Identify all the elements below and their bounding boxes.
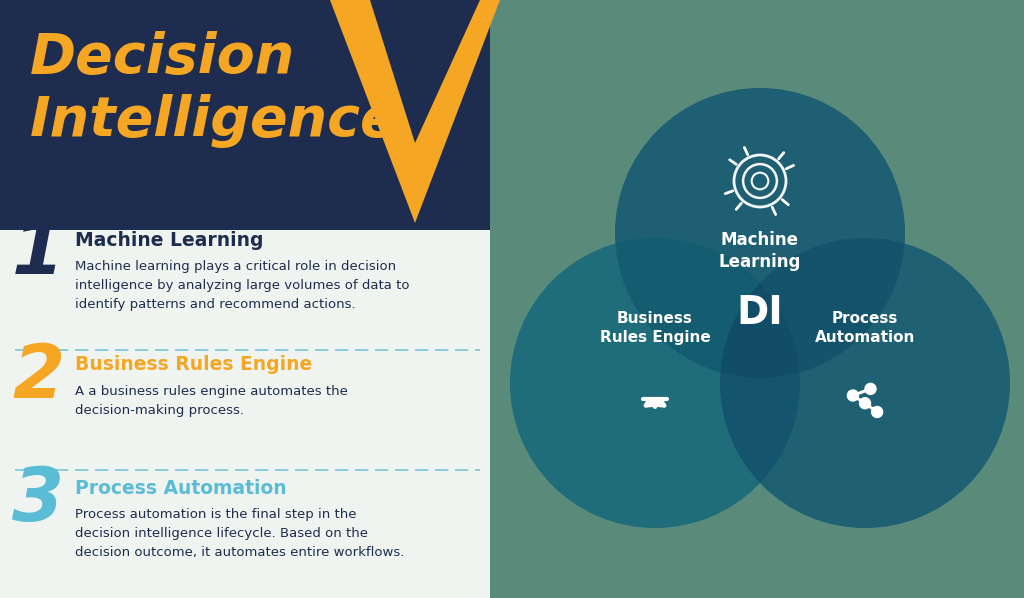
Circle shape — [871, 407, 883, 417]
Text: Business Rules Engine: Business Rules Engine — [75, 355, 312, 374]
Circle shape — [859, 398, 870, 408]
Text: Machine
Learning: Machine Learning — [719, 231, 801, 271]
Text: Decision: Decision — [30, 31, 295, 85]
Circle shape — [615, 88, 905, 378]
Circle shape — [865, 383, 876, 395]
Text: Intelligence: Intelligence — [30, 94, 398, 148]
Circle shape — [615, 88, 905, 378]
Text: DI: DI — [736, 294, 783, 332]
Circle shape — [720, 238, 1010, 528]
Text: Process
Automation: Process Automation — [815, 311, 915, 345]
FancyBboxPatch shape — [0, 0, 490, 230]
Polygon shape — [370, 0, 480, 143]
Text: Machine learning plays a critical role in decision
intelligence by analyzing lar: Machine learning plays a critical role i… — [75, 260, 410, 311]
Polygon shape — [330, 0, 500, 223]
Text: Business
Rules Engine: Business Rules Engine — [600, 311, 711, 345]
FancyBboxPatch shape — [0, 230, 490, 598]
Circle shape — [720, 238, 1010, 528]
Text: Machine Learning: Machine Learning — [75, 230, 263, 249]
Circle shape — [510, 238, 800, 528]
Text: 3: 3 — [12, 465, 65, 538]
Circle shape — [848, 390, 858, 401]
Text: Process automation is the final step in the
decision intelligence lifecycle. Bas: Process automation is the final step in … — [75, 508, 404, 559]
Circle shape — [510, 238, 800, 528]
Text: A a business rules engine automates the
decision-making process.: A a business rules engine automates the … — [75, 385, 348, 417]
Text: 2: 2 — [12, 341, 65, 414]
Text: 1: 1 — [12, 216, 65, 289]
Text: Process Automation: Process Automation — [75, 478, 287, 498]
